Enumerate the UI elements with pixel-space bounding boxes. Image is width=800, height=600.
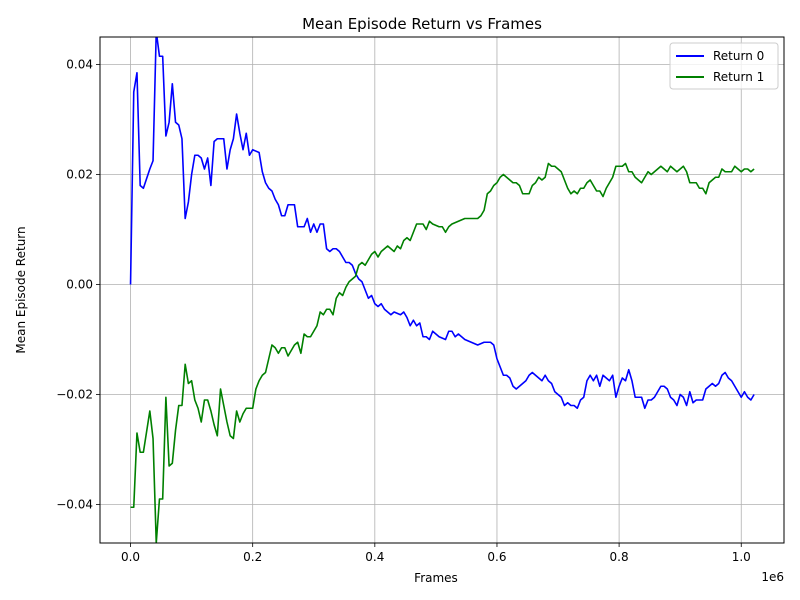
x-tick-label: 0.6 xyxy=(487,550,506,564)
legend: Return 0 Return 1 xyxy=(669,42,779,90)
x-axis-offset-label: 1e6 xyxy=(761,570,784,584)
y-tick-label: −0.04 xyxy=(56,498,93,512)
x-axis-label: Frames xyxy=(414,571,458,585)
x-tick-label: 0.0 xyxy=(121,550,140,564)
y-tick-label: −0.02 xyxy=(56,388,93,402)
series-line-return-1 xyxy=(130,162,755,543)
y-tick-label: 0.00 xyxy=(66,278,93,292)
y-axis-label: Mean Episode Return xyxy=(14,226,28,353)
plot-frame xyxy=(99,36,785,544)
y-tick-label: 0.02 xyxy=(66,168,93,182)
plot-area xyxy=(100,37,784,543)
chart-title: Mean Episode Return vs Frames xyxy=(302,15,542,33)
legend-label-return-0: Return 0 xyxy=(713,49,764,63)
x-tick-label: 1.0 xyxy=(732,550,751,564)
x-tick-label: 0.8 xyxy=(610,550,629,564)
x-tick-label: 0.2 xyxy=(243,550,262,564)
series-line-return-0 xyxy=(129,37,755,410)
x-axis-ticks: 0.0 0.2 0.4 0.6 0.8 1.0 xyxy=(121,543,751,564)
x-tick-label: 0.4 xyxy=(365,550,384,564)
y-axis-ticks: 0.04 0.02 0.00 −0.02 −0.04 xyxy=(56,58,100,512)
y-tick-label: 0.04 xyxy=(66,58,93,72)
legend-label-return-1: Return 1 xyxy=(713,70,764,84)
series-layer xyxy=(129,37,755,543)
